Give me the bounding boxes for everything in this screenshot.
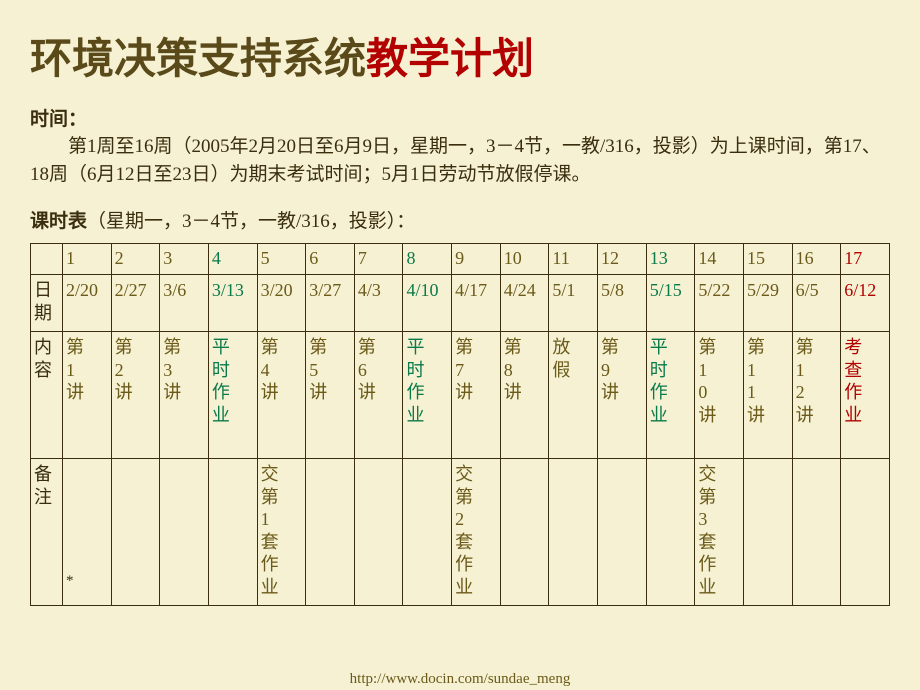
- week-number: 4: [208, 244, 257, 275]
- time-body-text: 第1周至16周（2005年2月20日至6月9日，星期一，3－4节，一教/316，…: [30, 133, 890, 188]
- week-number: 13: [646, 244, 695, 275]
- table-row-date: 日期 2/202/273/63/133/203/274/34/104/174/2…: [31, 275, 890, 332]
- content-cell: 放假: [549, 332, 598, 459]
- note-cell: [403, 459, 452, 606]
- content-cell: 第6讲: [354, 332, 403, 459]
- note-cell: 交第1套作业: [257, 459, 306, 606]
- date-cell: 3/13: [208, 275, 257, 332]
- note-cell: [111, 459, 160, 606]
- date-cell: 5/8: [598, 275, 647, 332]
- date-cell: 3/20: [257, 275, 306, 332]
- note-cell: [646, 459, 695, 606]
- date-cell: 4/3: [354, 275, 403, 332]
- date-cell: 6/5: [792, 275, 841, 332]
- rowhead-note: 备注: [31, 459, 63, 606]
- content-cell: 第12讲: [792, 332, 841, 459]
- time-label: 时间：: [30, 104, 890, 131]
- content-cell: 平时作业: [646, 332, 695, 459]
- note-cell: [354, 459, 403, 606]
- week-number: 5: [257, 244, 306, 275]
- schedule-table: 1234567891011121314151617 日期 2/202/273/6…: [30, 243, 890, 606]
- note-cell: [208, 459, 257, 606]
- week-number: 15: [743, 244, 792, 275]
- week-number: 2: [111, 244, 160, 275]
- table-row-content: 内容 第1讲第2讲第3讲平时作业第4讲第5讲第6讲平时作业第7讲第8讲放假第9讲…: [31, 332, 890, 459]
- week-number: 7: [354, 244, 403, 275]
- note-cell: 交第3套作业: [695, 459, 744, 606]
- week-number: 6: [306, 244, 355, 275]
- week-number: 16: [792, 244, 841, 275]
- date-cell: 4/24: [500, 275, 549, 332]
- schedule-label-bold: 课时表: [30, 211, 87, 232]
- asterisk-mark: *: [66, 573, 108, 590]
- note-cell: *: [63, 459, 112, 606]
- note-cell: [549, 459, 598, 606]
- week-number: 3: [160, 244, 209, 275]
- note-cell: [500, 459, 549, 606]
- schedule-label: 课时表（星期一，3－4节，一教/316，投影）：: [30, 206, 890, 233]
- content-cell: 第4讲: [257, 332, 306, 459]
- schedule-label-rest: （星期一，3－4节，一教/316，投影）：: [87, 211, 415, 232]
- date-cell: 5/22: [695, 275, 744, 332]
- week-number: 1: [63, 244, 112, 275]
- date-cell: 4/17: [452, 275, 501, 332]
- content-cell: 第2讲: [111, 332, 160, 459]
- week-number: 9: [452, 244, 501, 275]
- date-cell: 5/15: [646, 275, 695, 332]
- note-cell: [841, 459, 890, 606]
- slide-page: 环境决策支持系统教学计划 时间： 第1周至16周（2005年2月20日至6月9日…: [0, 0, 920, 606]
- content-cell: 第11讲: [743, 332, 792, 459]
- week-number: 10: [500, 244, 549, 275]
- date-cell: 3/6: [160, 275, 209, 332]
- footer-url: http://www.docin.com/sundae_meng: [0, 671, 920, 688]
- content-cell: 第1讲: [63, 332, 112, 459]
- week-number: 8: [403, 244, 452, 275]
- rowhead-content: 内容: [31, 332, 63, 459]
- rowhead-blank: [31, 244, 63, 275]
- note-cell: [743, 459, 792, 606]
- note-cell: [792, 459, 841, 606]
- date-cell: 5/1: [549, 275, 598, 332]
- note-cell: [598, 459, 647, 606]
- table-row-note: 备注 * 交第1套作业 交第2套作业 交第3套作业: [31, 459, 890, 606]
- rowhead-date: 日期: [31, 275, 63, 332]
- week-number: 11: [549, 244, 598, 275]
- note-cell: [306, 459, 355, 606]
- content-cell: 第5讲: [306, 332, 355, 459]
- date-cell: 5/29: [743, 275, 792, 332]
- page-title: 环境决策支持系统教学计划: [30, 25, 890, 86]
- note-cell: [160, 459, 209, 606]
- week-number: 12: [598, 244, 647, 275]
- table-row-week: 1234567891011121314151617: [31, 244, 890, 275]
- note-cell: 交第2套作业: [452, 459, 501, 606]
- time-body: 第1周至16周（2005年2月20日至6月9日，星期一，3－4节，一教/316，…: [30, 133, 890, 188]
- content-cell: 平时作业: [403, 332, 452, 459]
- content-cell: 平时作业: [208, 332, 257, 459]
- date-cell: 2/27: [111, 275, 160, 332]
- title-part1: 环境决策支持系统: [30, 37, 366, 83]
- week-number: 17: [841, 244, 890, 275]
- week-number: 14: [695, 244, 744, 275]
- content-cell: 第3讲: [160, 332, 209, 459]
- date-cell: 2/20: [63, 275, 112, 332]
- content-cell: 第10讲: [695, 332, 744, 459]
- content-cell: 第8讲: [500, 332, 549, 459]
- title-part2: 教学计划: [366, 37, 534, 83]
- content-cell: 第9讲: [598, 332, 647, 459]
- date-cell: 4/10: [403, 275, 452, 332]
- date-cell: 6/12: [841, 275, 890, 332]
- content-cell: 考查作业: [841, 332, 890, 459]
- date-cell: 3/27: [306, 275, 355, 332]
- content-cell: 第7讲: [452, 332, 501, 459]
